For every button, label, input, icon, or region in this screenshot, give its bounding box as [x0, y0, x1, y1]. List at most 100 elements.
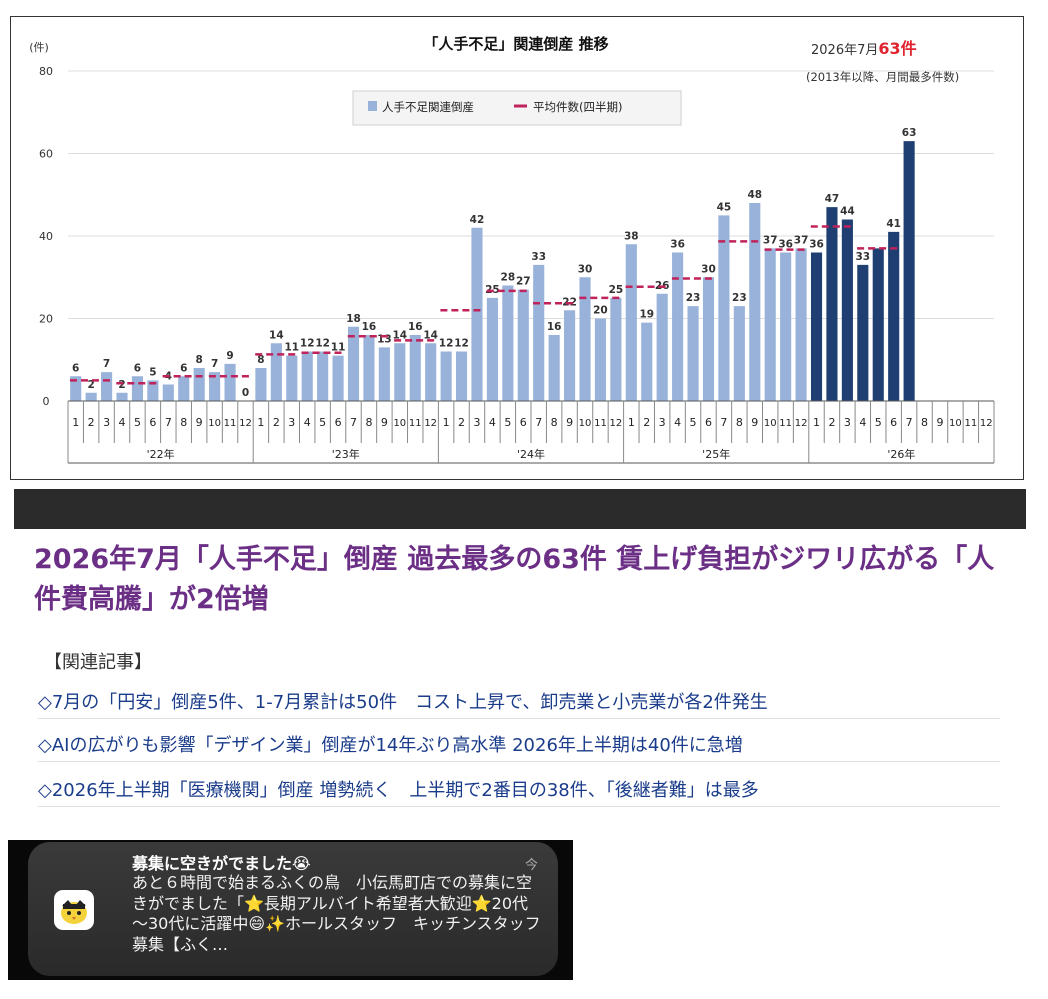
x-year-label: '23年 [332, 447, 360, 461]
x-month-label: 2 [828, 416, 835, 429]
bar-value-label: 44 [840, 206, 855, 218]
x-month-label: 4 [674, 416, 681, 429]
x-month-label: 11 [594, 418, 607, 429]
bar-value-label: 7 [211, 358, 218, 370]
bar-value-label: 13 [377, 333, 392, 345]
legend-bar-swatch [368, 101, 377, 111]
x-month-label: 2 [643, 416, 650, 429]
bar [440, 351, 452, 401]
bar-value-label: 16 [547, 321, 562, 333]
bar-value-label: 45 [717, 201, 732, 213]
y-tick-label: 60 [39, 148, 53, 161]
bar-value-label: 6 [72, 362, 79, 374]
bar [780, 252, 792, 401]
x-month-label: 11 [409, 418, 422, 429]
bar [255, 368, 267, 401]
bar [749, 203, 761, 401]
x-month-label: 9 [751, 416, 758, 429]
x-year-label: '22年 [147, 447, 175, 461]
notification-time: 今 [524, 858, 538, 873]
x-month-label: 11 [964, 418, 977, 429]
x-year-label: '24年 [517, 447, 545, 461]
related-article-link-1[interactable]: ◇7月の「円安」倒産5件、1-7月累計は50件 コスト上昇で、卸売業と小売業が各… [38, 688, 1000, 719]
bar-value-label: 36 [809, 239, 824, 251]
notification-body: あと６時間で始まるふくの鳥 小伝馬町店での募集に空きがでました「⭐長期アルバイト… [132, 873, 541, 954]
x-month-label: 1 [72, 416, 79, 429]
bar [270, 343, 282, 401]
x-month-label: 12 [795, 418, 808, 429]
x-month-label: 10 [208, 418, 221, 429]
bar [841, 219, 853, 401]
x-month-label: 2 [458, 416, 465, 429]
bar [579, 277, 591, 401]
bar-value-label: 30 [578, 263, 593, 275]
bar-value-label: 6 [180, 362, 187, 374]
x-month-label: 1 [628, 416, 635, 429]
x-month-label: 8 [551, 416, 558, 429]
bar-value-label: 5 [149, 366, 156, 378]
x-month-label: 8 [180, 416, 187, 429]
x-month-label: 7 [535, 416, 542, 429]
y-unit-label: (件) [29, 41, 49, 54]
bar-value-label: 6 [134, 362, 141, 374]
record-annotation-note: (2013年以降、月間最多件数) [806, 70, 959, 84]
x-month-label: 9 [381, 416, 388, 429]
bar-value-label: 2 [118, 379, 125, 391]
related-article-link-3[interactable]: ◇2026年上半期「医療機関」倒産 増勢続く 上半期で2番目の38件、「後継者難… [38, 776, 1000, 807]
legend-avg-label: 平均件数(四半期) [533, 100, 622, 114]
bar [332, 355, 344, 401]
bar-value-label: 27 [516, 276, 531, 288]
notification-card[interactable]: 募集に空きがでました😭 今 あと６時間で始まるふくの鳥 小伝馬町店での募集に空き… [28, 842, 558, 976]
bar-value-label: 33 [531, 251, 546, 263]
x-month-label: 6 [890, 416, 897, 429]
x-month-label: 5 [319, 416, 326, 429]
x-month-label: 4 [859, 416, 866, 429]
bar-value-label: 37 [763, 234, 778, 246]
x-month-label: 2 [273, 416, 280, 429]
bar [548, 335, 560, 401]
bar-value-label: 12 [315, 338, 330, 350]
x-month-label: 5 [504, 416, 511, 429]
dark-banner [14, 489, 1026, 529]
bar [857, 264, 869, 401]
bar-value-label: 25 [609, 284, 624, 296]
bar [826, 207, 838, 401]
x-month-label: 12 [239, 418, 252, 429]
notification-title: 募集に空きがでました😭 [132, 854, 311, 873]
bar-value-label: 23 [686, 292, 701, 304]
x-month-label: 4 [304, 416, 311, 429]
bar [872, 248, 884, 401]
x-month-label: 11 [224, 418, 237, 429]
bar [147, 380, 159, 401]
bar [486, 297, 498, 401]
bar [116, 392, 128, 401]
article-headline[interactable]: 2026年7月「人手不足」倒産 過去最多の63件 賃上げ負担がジワリ広がる「人件… [34, 544, 995, 615]
bar [656, 293, 668, 401]
bar-value-label: 18 [346, 313, 361, 325]
bar [564, 310, 576, 401]
y-tick-label: 40 [39, 230, 53, 243]
x-year-label: '25年 [702, 447, 730, 461]
bar [471, 227, 483, 401]
x-month-label: 10 [579, 418, 592, 429]
bar-value-label: 16 [408, 321, 423, 333]
x-month-label: 3 [473, 416, 480, 429]
bar [425, 343, 437, 401]
x-month-label: 8 [736, 416, 743, 429]
x-month-label: 8 [921, 416, 928, 429]
x-month-label: 6 [149, 416, 156, 429]
bar-value-label: 8 [257, 354, 264, 366]
bar-value-label: 14 [423, 329, 438, 341]
bar-value-label: 0 [242, 387, 249, 399]
x-month-label: 7 [720, 416, 727, 429]
y-tick-label: 20 [39, 313, 53, 326]
bar [687, 306, 699, 401]
x-year-label: '26年 [887, 447, 915, 461]
bar [317, 351, 329, 401]
x-month-label: 6 [520, 416, 527, 429]
bar [131, 376, 144, 401]
bar-value-label: 63 [902, 127, 917, 139]
related-article-link-2[interactable]: ◇AIの広がりも影響「デザイン業」倒産が14年ぶり高水準 2026年上半期は40… [38, 731, 1000, 762]
bar-value-label: 28 [501, 272, 516, 284]
